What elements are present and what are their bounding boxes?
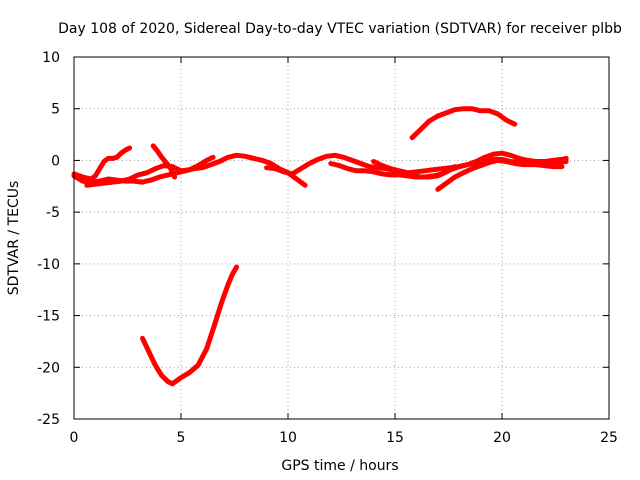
series-line-arc9 [409, 106, 518, 141]
y-tick-label: -15 [37, 309, 60, 325]
y-tick-label: -20 [37, 360, 60, 376]
y-axis-label: SDTVAR / TECUs [6, 181, 22, 296]
series-line-arc5 [264, 152, 458, 180]
chart-title: Day 108 of 2020, Sidereal Day-to-day VTE… [58, 21, 622, 37]
tick-layer: 0 5 10 15 20 25 -25 -20 -15 -10 -5 0 5 10 [37, 50, 618, 446]
y-tick-label: 0 [51, 153, 60, 169]
series-line-arc10 [140, 264, 240, 387]
y-tick-label: 5 [51, 102, 60, 118]
x-tick-label: 25 [600, 430, 618, 446]
x-tick-label: 10 [279, 430, 297, 446]
y-tick-label: 10 [42, 50, 60, 66]
x-tick-label: 0 [70, 430, 79, 446]
x-tick-label: 5 [177, 430, 186, 446]
x-tick-label: 15 [386, 430, 404, 446]
y-tick-label: -10 [37, 257, 60, 273]
series-line-arc8 [435, 157, 569, 192]
plot-border [73, 56, 610, 420]
series-line-arc2 [71, 145, 133, 182]
y-tick-label: -5 [46, 205, 60, 221]
x-axis-label: GPS time / hours [281, 458, 398, 474]
x-tick-label: 20 [493, 430, 511, 446]
series-line-arc3 [84, 154, 216, 188]
y-tick-label: -25 [37, 412, 60, 428]
series-layer [71, 106, 569, 387]
series-line-arc4 [150, 143, 178, 180]
